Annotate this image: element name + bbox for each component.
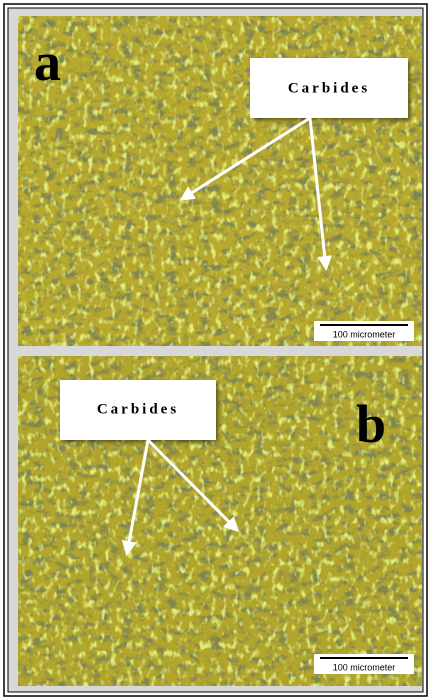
callout-text: Carbides <box>288 80 370 96</box>
panel-label: a <box>34 32 61 92</box>
scale-bar-label: 100 micrometer <box>333 662 396 672</box>
figure: a Carbides 100 micrometer b Carbides 100… <box>0 0 431 700</box>
panel-b: b Carbides 100 micrometer <box>18 356 422 686</box>
callout-text: Carbides <box>97 401 179 417</box>
panel-label: b <box>356 394 386 454</box>
scale-bar-label: 100 micrometer <box>333 329 396 339</box>
panel-a: a Carbides 100 micrometer <box>18 16 422 346</box>
